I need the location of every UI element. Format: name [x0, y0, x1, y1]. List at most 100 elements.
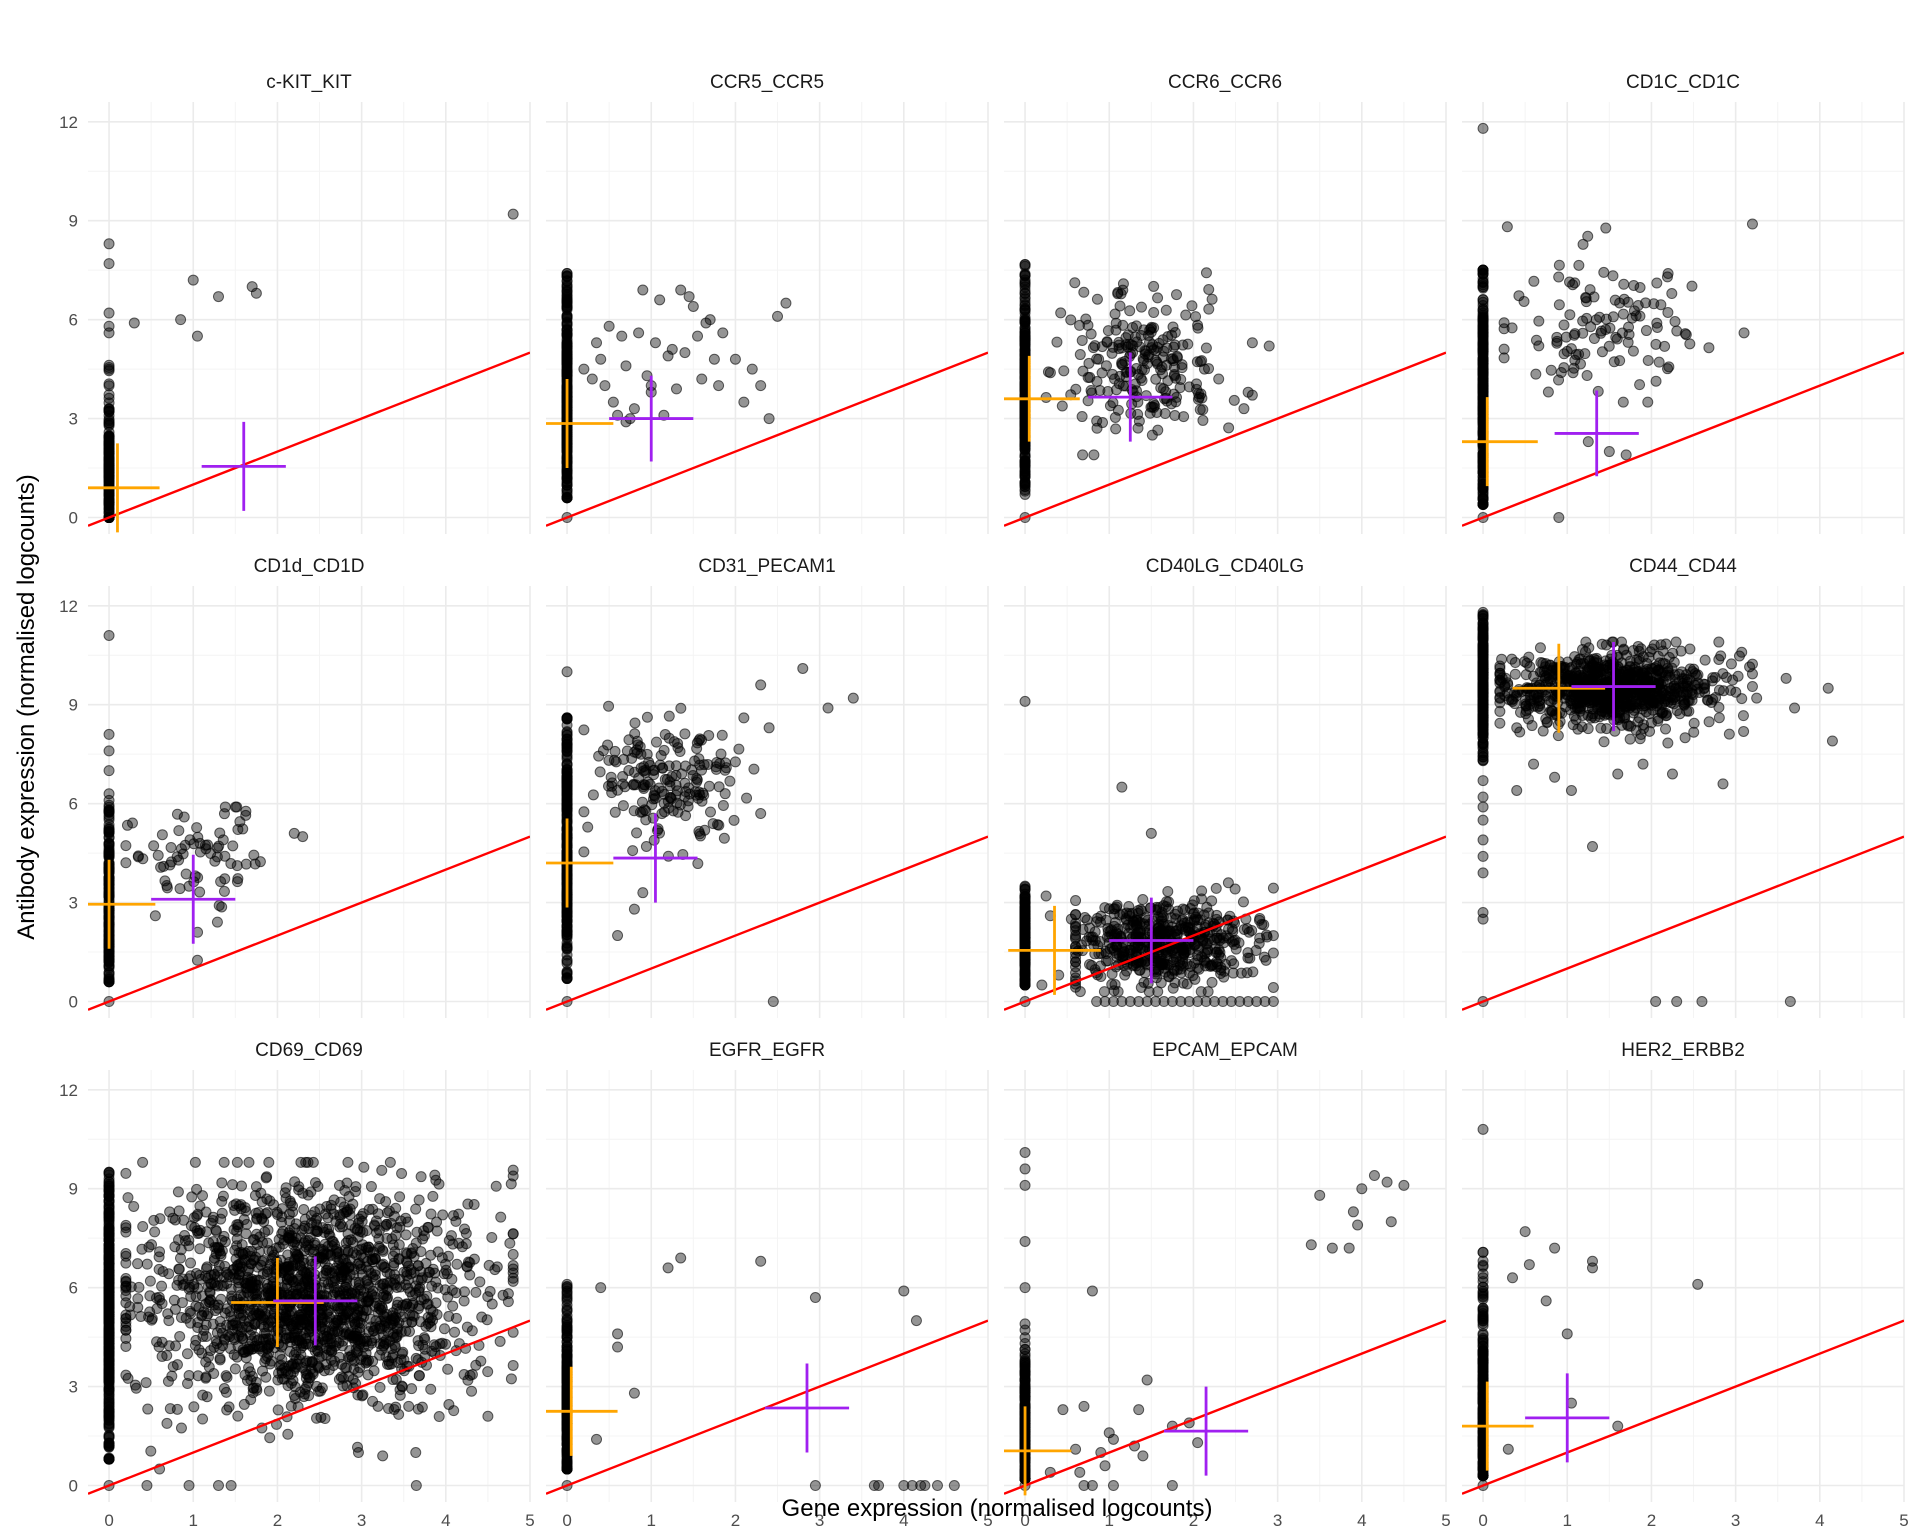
data-point [1186, 300, 1198, 312]
data-point [1077, 449, 1089, 461]
data-point [696, 764, 708, 776]
data-point [616, 330, 628, 342]
data-point [1617, 308, 1629, 320]
data-point [1671, 325, 1683, 337]
data-point [1078, 286, 1090, 298]
data-point [1019, 288, 1031, 300]
data-point [1642, 396, 1654, 408]
data-point [711, 756, 723, 768]
data-point [1100, 948, 1112, 960]
data-point [729, 353, 741, 365]
data-point [561, 793, 573, 805]
data-point [561, 929, 573, 941]
data-point [627, 778, 639, 790]
y-tick-label: 0 [69, 993, 78, 1012]
data-point [1155, 382, 1167, 394]
data-point [1582, 230, 1594, 242]
data-point [1662, 666, 1674, 678]
data-point [1019, 969, 1031, 981]
data-point [1681, 705, 1693, 717]
data-point [1477, 640, 1489, 652]
data-point [1623, 328, 1635, 340]
data-point [1263, 340, 1275, 352]
data-point [1565, 784, 1577, 796]
data-point [561, 473, 573, 485]
data-point [1109, 940, 1121, 952]
data-point [1155, 915, 1167, 927]
data-point [1662, 306, 1674, 318]
data-point [1157, 334, 1169, 346]
data-point [1179, 904, 1191, 916]
data-point [232, 873, 244, 885]
data-point [1651, 277, 1663, 289]
data-point [1206, 293, 1218, 305]
data-point [728, 814, 740, 826]
data-point [1139, 967, 1151, 979]
data-point [1180, 309, 1192, 321]
data-point [1098, 986, 1110, 998]
data-point [578, 363, 590, 375]
data-point [602, 739, 614, 751]
data-point [1643, 651, 1655, 663]
data-point [1019, 906, 1031, 918]
data-point [629, 766, 641, 778]
reference-line [1462, 351, 1904, 527]
data-point [1620, 449, 1632, 461]
data-point [1163, 903, 1175, 915]
data-point [1258, 919, 1270, 931]
data-point [1717, 778, 1729, 790]
data-point [1738, 725, 1750, 737]
reference-line [88, 835, 530, 1011]
data-point [627, 845, 639, 857]
data-point [1194, 404, 1206, 416]
data-point [695, 830, 707, 842]
data-point [1122, 329, 1134, 341]
data-point [1217, 996, 1229, 1008]
data-point [1196, 934, 1208, 946]
data-point [561, 299, 573, 311]
data-point [713, 781, 725, 793]
data-point [103, 452, 115, 464]
data-point [591, 337, 603, 349]
data-point [1477, 814, 1489, 826]
data-point [152, 849, 164, 861]
data-point [1141, 996, 1153, 1008]
data-point [1651, 317, 1663, 329]
data-point [1124, 996, 1136, 1008]
data-point [1647, 704, 1659, 716]
data-point [713, 819, 725, 831]
data-point [594, 766, 606, 778]
data-point [1718, 685, 1730, 697]
data-point [1577, 327, 1589, 339]
data-point [1036, 979, 1048, 991]
data-point [1642, 354, 1654, 366]
data-point [1253, 914, 1265, 926]
data-point [1551, 331, 1563, 343]
data-point [561, 288, 573, 300]
data-point [219, 801, 231, 813]
data-point [1622, 336, 1634, 348]
data-point [1477, 710, 1489, 722]
data-point [620, 360, 632, 372]
data-point [1606, 705, 1618, 717]
data-point [1686, 684, 1698, 696]
data-point [772, 310, 784, 322]
data-point [1569, 651, 1581, 663]
reference-line [546, 835, 988, 1011]
data-point [1699, 654, 1711, 666]
data-point [1655, 299, 1667, 311]
data-point [103, 973, 115, 985]
data-point [746, 363, 758, 375]
data-point [1553, 299, 1565, 311]
data-point [1019, 966, 1031, 978]
data-point [1826, 735, 1838, 747]
data-point [103, 365, 115, 377]
data-point [1171, 289, 1183, 301]
data-point [103, 475, 115, 487]
data-point [1076, 334, 1088, 346]
data-point [1822, 682, 1834, 694]
data-point [1551, 335, 1563, 347]
data-point [1159, 408, 1171, 420]
data-point [1195, 986, 1207, 998]
